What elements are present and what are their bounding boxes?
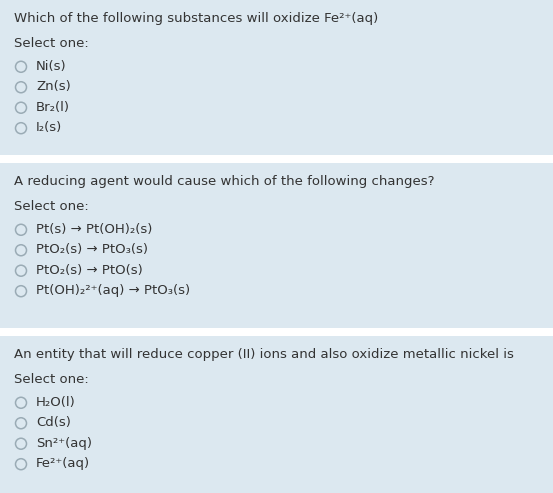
Text: Pt(OH)₂²⁺(aq) → PtO₃(s): Pt(OH)₂²⁺(aq) → PtO₃(s) — [36, 284, 190, 297]
Text: I₂(s): I₂(s) — [36, 121, 62, 134]
Text: Ni(s): Ni(s) — [36, 60, 66, 73]
Text: Sn²⁺(aq): Sn²⁺(aq) — [36, 437, 92, 450]
Bar — [0, 328, 553, 336]
Text: Zn(s): Zn(s) — [36, 80, 71, 93]
Bar — [0, 155, 553, 163]
Text: Select one:: Select one: — [14, 37, 88, 50]
Text: Select one:: Select one: — [14, 200, 88, 213]
Bar — [0, 163, 553, 328]
Bar — [0, 336, 553, 493]
Text: Br₂(l): Br₂(l) — [36, 101, 70, 114]
Text: Fe²⁺(aq): Fe²⁺(aq) — [36, 457, 90, 470]
Bar — [0, 0, 553, 155]
Text: H₂O(l): H₂O(l) — [36, 396, 76, 409]
Text: PtO₂(s) → PtO₃(s): PtO₂(s) → PtO₃(s) — [36, 243, 148, 256]
Text: Cd(s): Cd(s) — [36, 416, 71, 429]
Text: Which of the following substances will oxidize Fe²⁺(aq): Which of the following substances will o… — [14, 12, 378, 25]
Text: A reducing agent would cause which of the following changes?: A reducing agent would cause which of th… — [14, 175, 435, 188]
Text: PtO₂(s) → PtO(s): PtO₂(s) → PtO(s) — [36, 264, 143, 277]
Text: Select one:: Select one: — [14, 373, 88, 387]
Text: An entity that will reduce copper (II) ions and also oxidize metallic nickel is: An entity that will reduce copper (II) i… — [14, 348, 514, 361]
Text: Pt(s) → Pt(OH)₂(s): Pt(s) → Pt(OH)₂(s) — [36, 223, 153, 236]
